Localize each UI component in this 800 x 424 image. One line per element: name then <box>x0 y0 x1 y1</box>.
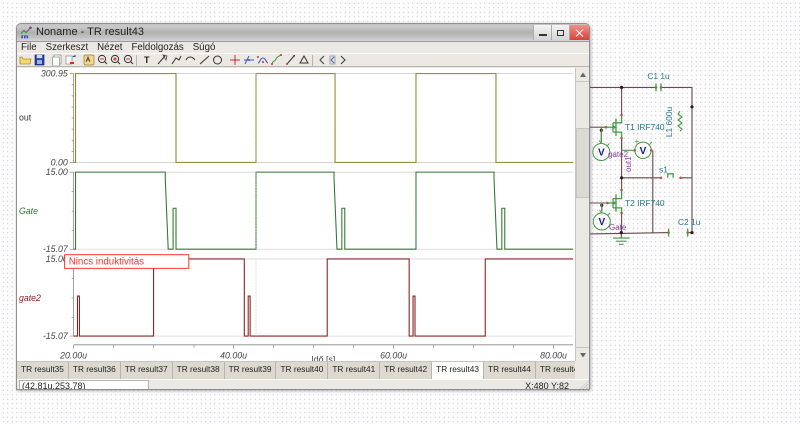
svg-text:-15.07: -15.07 <box>43 331 69 341</box>
svg-text:15.00: 15.00 <box>46 167 68 177</box>
svg-text:300.95: 300.95 <box>41 69 68 79</box>
svg-text:s1: s1 <box>659 165 668 175</box>
svg-text:0.00: 0.00 <box>51 157 68 167</box>
svg-text:gate2: gate2 <box>608 150 629 159</box>
svg-text:Gate: Gate <box>609 223 627 232</box>
svg-text:Nincs induktivitás: Nincs induktivitás <box>69 257 144 268</box>
svg-text:out: out <box>19 112 32 122</box>
svg-text:T2 IRF740: T2 IRF740 <box>625 198 665 208</box>
svg-text:L1 600u: L1 600u <box>664 107 674 138</box>
svg-text:-15.07: -15.07 <box>43 244 69 254</box>
svg-text:Gate: Gate <box>19 206 38 216</box>
svg-text:V: V <box>598 217 605 228</box>
svg-text:60.00u: 60.00u <box>380 350 407 360</box>
svg-text:T: T <box>144 55 150 65</box>
svg-text:80.00u: 80.00u <box>540 350 567 360</box>
svg-text:20.00u: 20.00u <box>59 350 87 360</box>
svg-text:C2 1u: C2 1u <box>678 217 701 227</box>
svg-text:V: V <box>640 146 647 157</box>
svg-text:40.00u: 40.00u <box>220 350 247 360</box>
svg-text:out1: out1 <box>624 156 633 172</box>
svg-text:V: V <box>598 148 605 159</box>
svg-text:T1 IRF740: T1 IRF740 <box>625 122 665 132</box>
svg-text:gate2: gate2 <box>19 293 41 303</box>
svg-text:C1 1u: C1 1u <box>647 71 670 81</box>
svg-text:+: + <box>635 137 640 146</box>
